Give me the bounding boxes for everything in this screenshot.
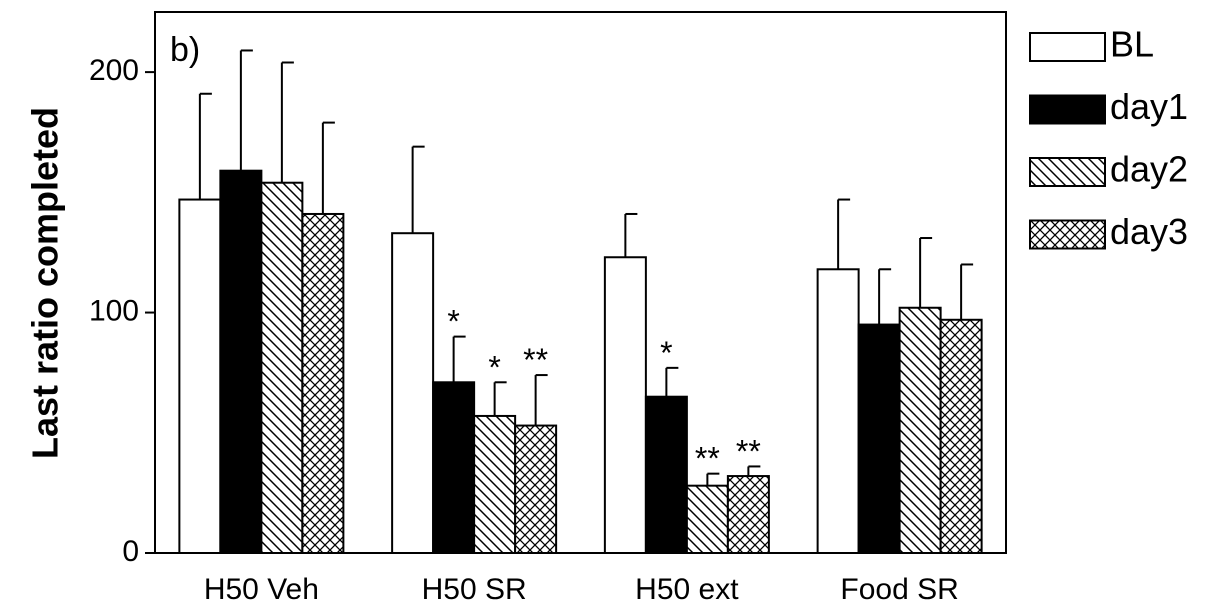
bar [432,381,476,555]
bar [178,198,222,554]
significance-label: * [660,335,672,371]
significance-label: * [447,304,459,340]
bar [644,395,688,555]
y-tick-label: 200 [89,54,139,87]
bar [726,475,770,554]
bar [391,232,435,554]
bar [898,306,942,554]
bar [685,484,729,555]
y-tick-label: 0 [122,535,139,568]
panel-label: b) [170,31,200,69]
legend-swatch [1029,157,1106,187]
bar [514,424,558,555]
bar [857,323,901,555]
legend-swatch [1029,219,1106,250]
bar [301,212,345,554]
legend-label: BL [1110,24,1154,65]
legend-label: day1 [1110,86,1188,127]
bar [260,181,304,555]
legend-swatch [1029,32,1106,62]
legend-label: day2 [1110,149,1188,190]
x-tick-label: Food SR [840,573,958,606]
x-tick-label: H50 Veh [204,573,319,606]
legend-swatch [1029,94,1106,125]
bar [939,318,983,554]
bar [219,169,263,554]
y-axis-label: Last ratio completed [25,107,66,459]
y-tick-label: 100 [89,294,139,327]
legend-label: day3 [1110,211,1188,252]
significance-label: ** [695,441,720,477]
x-tick-label: H50 SR [422,573,527,606]
x-tick-label: H50 ext [635,573,739,606]
significance-label: ** [523,342,548,378]
significance-label: ** [736,433,761,469]
bar [603,256,647,554]
significance-label: * [488,349,500,385]
plot-frame [154,11,1007,554]
bar [473,414,517,554]
bar [816,268,860,554]
